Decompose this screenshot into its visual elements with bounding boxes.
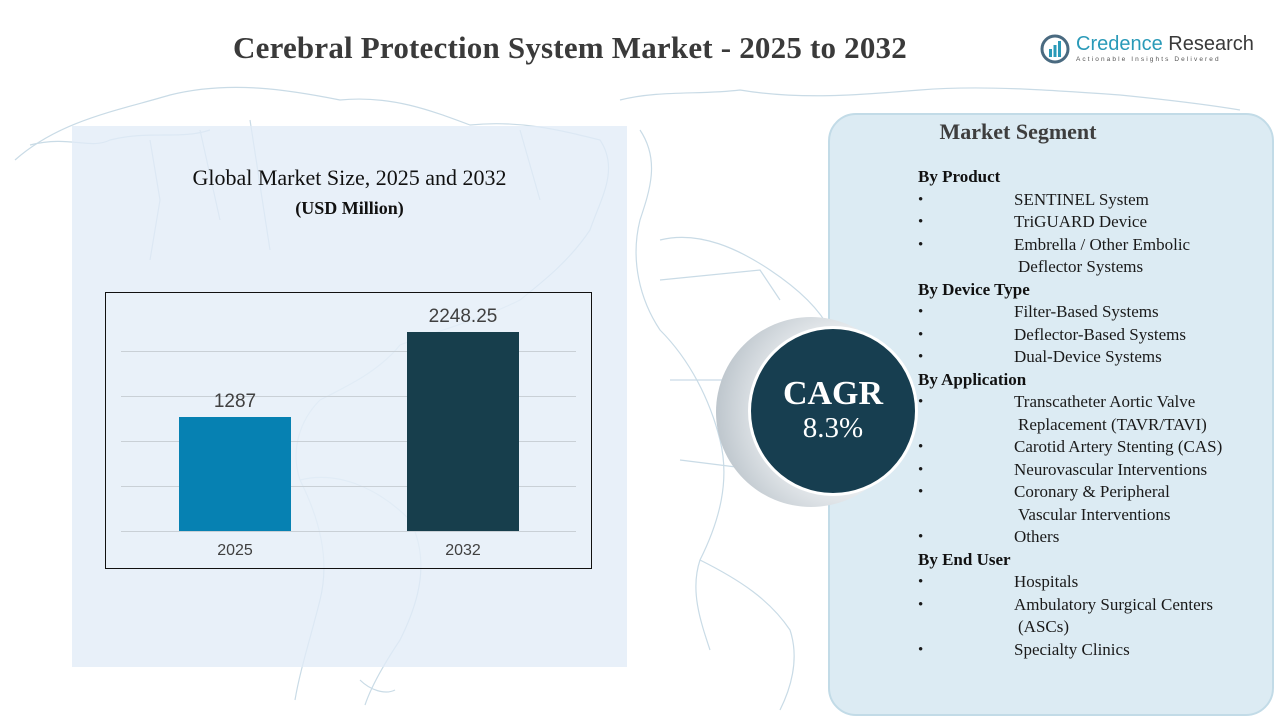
segment-list-item: • Hospitals [918, 571, 1268, 594]
gridline [121, 396, 576, 397]
bar-2032 [407, 332, 519, 531]
bullet-icon: • [918, 304, 924, 320]
segment-group-title: By Product [918, 167, 1001, 186]
segment-list-item: • TriGUARD Device [918, 211, 1268, 234]
segment-group-title: By Device Type [918, 279, 1030, 299]
segment-item-label: Neurovascular Interventions [1014, 459, 1208, 479]
gridline [121, 531, 576, 532]
bar-2025 [179, 417, 291, 531]
segment-item-label: TriGUARD Device [1014, 212, 1148, 231]
segment-list-item: • Filter-Based Systems [918, 301, 1268, 324]
chart-title: Global Market Size, 2025 and 2032 [192, 165, 507, 190]
bullet-icon: • [918, 214, 924, 230]
cagr-badge: CAGR 8.3% [748, 326, 918, 496]
logo-name-rest: Research [1162, 33, 1254, 56]
cagr-label: CAGR [782, 375, 884, 413]
segment-list-item: • Others [918, 526, 1268, 549]
segment-item-label: Dual-Device Systems [1014, 347, 1162, 366]
logo-tagline: Actionable Insights Delivered [1076, 56, 1221, 64]
segment-item-label: Embrella / Other Embolic [1014, 234, 1191, 254]
segment-item-label: Coronary & Peripheral [1014, 482, 1170, 501]
bullet-icon: • [918, 596, 924, 613]
segment-list-item: • Transcatheter Aortic Valve Replacement (… [918, 391, 1268, 436]
segment-item-label-continued: Deflector Systems [1018, 257, 1144, 276]
segment-item-label-continued: Replacement (TAVR/TAVI) [1018, 414, 1207, 434]
cagr-value: 8.3% [802, 412, 864, 445]
segment-item-label: Deflector-Based Systems [1014, 324, 1186, 344]
segment-item-label-continued: Vascular Interventions [1018, 504, 1171, 524]
credence-research-logo: Credence Research Actionable Insights De… [1040, 32, 1260, 66]
segment-list-item: • Specialty Clinics [918, 639, 1268, 662]
gridline [121, 351, 576, 352]
bullet-icon: • [918, 574, 924, 590]
segment-group-title: By End User [918, 549, 1011, 569]
bar-value-label-2025: 1287 [213, 391, 257, 413]
bullet-icon: • [918, 191, 924, 208]
segment-item-label: Carotid Artery Stenting (CAS) [1014, 437, 1223, 456]
segment-item-label: Ambulatory Surgical Centers [1014, 594, 1213, 614]
bullet-icon: • [918, 349, 924, 365]
bar-value-label-2032: 2248.25 [428, 306, 498, 327]
segment-list-item: • Neurovascular Interventions [918, 459, 1268, 482]
segment-list: By Product • SENTINEL System • TriGUARD Devi… [918, 166, 1268, 661]
segment-group-title: By Application [918, 369, 1027, 389]
bullet-icon: • [918, 394, 924, 410]
segment-item-label: SENTINEL System [1014, 189, 1149, 209]
segment-item-label-continued: (ASCs) [1018, 617, 1070, 636]
bullet-icon: • [918, 484, 924, 500]
gridline [121, 441, 576, 442]
x-axis-label-2032: 2032 [445, 542, 481, 559]
x-axis-label-2025: 2025 [217, 542, 253, 559]
page-title: Cerebral Protection System Market - 2025… [233, 30, 907, 65]
gridline [121, 486, 576, 487]
bullet-icon: • [918, 326, 924, 343]
segment-list-item: • Deflector-Based Systems [918, 324, 1268, 347]
market-segment-heading: Market Segment [939, 119, 1097, 144]
segment-item-label: Filter-Based Systems [1014, 302, 1159, 321]
segment-item-label: Specialty Clinics [1014, 639, 1130, 659]
chart-subtitle: (USD Million) [295, 198, 404, 218]
segment-list-item: • Dual-Device Systems [918, 346, 1268, 369]
bullet-icon: • [918, 641, 924, 658]
bullet-icon: • [918, 529, 924, 545]
segment-item-label: Hospitals [1014, 572, 1079, 591]
segment-list-item: • SENTINEL System [918, 189, 1268, 212]
segment-list-item: • Coronary & Peripheral Vascular Intervent… [918, 481, 1268, 526]
bullet-icon: • [918, 461, 924, 478]
bar-chart: 1287 2248.25 2025 2032 [105, 292, 592, 569]
logo-chart-icon [1040, 34, 1070, 64]
bullet-icon: • [918, 439, 924, 455]
segment-list-item: • Carotid Artery Stenting (CAS) [918, 436, 1268, 459]
segment-list-item: • Ambulatory Surgical Centers (ASCs) [918, 594, 1268, 639]
segment-item-label: Others [1014, 527, 1060, 546]
bullet-icon: • [918, 236, 924, 253]
segment-list-item: • Embrella / Other Embolic Deflector Syste… [918, 234, 1268, 279]
logo-name-accent: Credence [1076, 33, 1163, 56]
segment-item-label: Transcatheter Aortic Valve [1014, 392, 1196, 411]
